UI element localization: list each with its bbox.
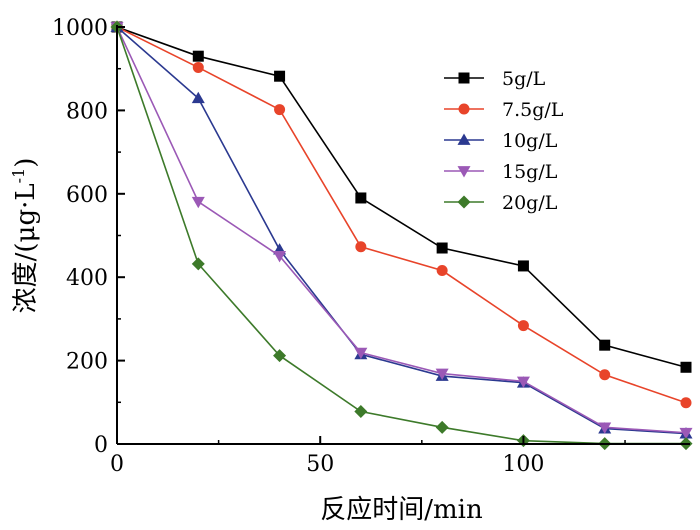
y-axis-title-main: 浓度/(μg·L xyxy=(11,183,41,313)
y-axis-title: 浓度/(μg·L-1) xyxy=(9,158,41,314)
data-point-s2-1 xyxy=(191,91,205,104)
legend: 5g/L 7.5g/L 10g/L 15g/L 20g/L xyxy=(444,68,564,214)
data-point-s1-2 xyxy=(274,104,286,116)
legend-marker-4 xyxy=(457,195,471,209)
legend-item-1: 7.5g/L xyxy=(444,99,564,121)
legend-item-4: 20g/L xyxy=(444,192,558,214)
data-point-s3-4 xyxy=(435,368,449,381)
data-point-s3-3 xyxy=(354,347,368,360)
series-line-1 xyxy=(116,26,687,404)
axes-layer: 0 200 400 600 800 1000 0 50 100 xyxy=(52,16,690,477)
y-tick-label-0: 0 xyxy=(94,433,108,458)
legend-marker-1 xyxy=(458,103,470,115)
data-point-s0-1 xyxy=(192,50,204,62)
data-point-s1-3 xyxy=(355,241,367,253)
data-point-s4-2 xyxy=(273,349,287,363)
legend-marker-2 xyxy=(457,133,471,145)
legend-label-1: 7.5g/L xyxy=(502,99,564,121)
data-point-s3-5 xyxy=(516,376,530,388)
data-point-s4-3 xyxy=(354,404,368,418)
legend-label-4: 20g/L xyxy=(502,192,558,214)
legend-label-0: 5g/L xyxy=(502,68,546,90)
series-4 xyxy=(110,20,693,451)
y-tick-label-4: 800 xyxy=(66,99,108,124)
data-point-s0-3 xyxy=(355,192,367,204)
legend-label-3: 15g/L xyxy=(502,161,558,183)
data-point-s3-7 xyxy=(679,427,693,440)
series-layer xyxy=(110,20,693,451)
data-point-s0-4 xyxy=(436,242,448,254)
y-tick-label-2: 400 xyxy=(66,266,108,291)
x-axis-title: 反应时间/min xyxy=(320,495,483,525)
data-point-s0-2 xyxy=(274,70,286,82)
data-point-s0-7 xyxy=(680,361,692,373)
legend-marker-0 xyxy=(458,72,470,84)
series-line-2 xyxy=(116,26,687,435)
series-line-0 xyxy=(116,26,687,369)
data-point-s1-6 xyxy=(599,369,611,381)
legend-label-2: 10g/L xyxy=(502,130,558,152)
data-point-s1-5 xyxy=(517,320,529,332)
y-axis-title-tail: ) xyxy=(11,158,41,168)
data-point-s1-7 xyxy=(680,397,692,409)
data-point-s3-2 xyxy=(273,251,287,263)
y-tick-label-5: 1000 xyxy=(52,16,108,41)
data-point-s1-1 xyxy=(192,61,204,73)
data-point-s1-4 xyxy=(436,265,448,277)
data-point-s3-1 xyxy=(191,196,205,209)
x-tick-label-1: 50 xyxy=(306,452,334,477)
x-tick-label-0: 0 xyxy=(110,452,124,477)
data-point-s0-5 xyxy=(517,260,529,272)
legend-item-2: 10g/L xyxy=(444,130,558,152)
legend-item-0: 5g/L xyxy=(444,68,546,90)
series-line-3 xyxy=(116,26,687,434)
data-point-s3-6 xyxy=(598,422,612,434)
y-tick-label-1: 200 xyxy=(66,350,108,375)
data-point-s0-6 xyxy=(599,339,611,351)
data-point-s4-4 xyxy=(435,420,449,434)
legend-item-3: 15g/L xyxy=(444,161,558,183)
y-axis-title-superscript: -1 xyxy=(9,168,28,184)
series-line-4 xyxy=(116,26,686,445)
legend-marker-3 xyxy=(457,166,471,178)
x-tick-label-2: 100 xyxy=(502,452,544,477)
y-tick-label-3: 600 xyxy=(66,183,108,208)
data-point-s4-1 xyxy=(191,257,205,271)
